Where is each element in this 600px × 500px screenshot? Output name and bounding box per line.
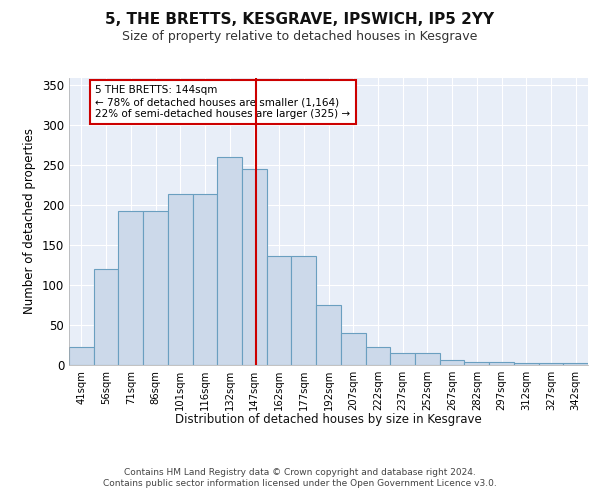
- Bar: [514, 362, 539, 365]
- Bar: [69, 348, 94, 365]
- Bar: [563, 362, 588, 365]
- Bar: [217, 158, 242, 365]
- Bar: [539, 362, 563, 365]
- Bar: [242, 168, 267, 365]
- Bar: [365, 346, 390, 365]
- Text: Size of property relative to detached houses in Kesgrave: Size of property relative to detached ho…: [122, 30, 478, 43]
- Bar: [267, 256, 292, 365]
- Bar: [489, 362, 514, 365]
- Text: Distribution of detached houses by size in Kesgrave: Distribution of detached houses by size …: [175, 412, 482, 426]
- Bar: [464, 362, 489, 365]
- Y-axis label: Number of detached properties: Number of detached properties: [23, 128, 37, 314]
- Bar: [316, 305, 341, 365]
- Text: Contains HM Land Registry data © Crown copyright and database right 2024.
Contai: Contains HM Land Registry data © Crown c…: [103, 468, 497, 487]
- Bar: [292, 256, 316, 365]
- Bar: [341, 333, 365, 365]
- Text: 5 THE BRETTS: 144sqm
← 78% of detached houses are smaller (1,164)
22% of semi-de: 5 THE BRETTS: 144sqm ← 78% of detached h…: [95, 86, 350, 118]
- Bar: [143, 211, 168, 365]
- Bar: [193, 194, 217, 365]
- Bar: [440, 360, 464, 365]
- Bar: [390, 353, 415, 365]
- Bar: [415, 353, 440, 365]
- Bar: [94, 269, 118, 365]
- Bar: [168, 194, 193, 365]
- Bar: [118, 211, 143, 365]
- Text: 5, THE BRETTS, KESGRAVE, IPSWICH, IP5 2YY: 5, THE BRETTS, KESGRAVE, IPSWICH, IP5 2Y…: [106, 12, 494, 28]
